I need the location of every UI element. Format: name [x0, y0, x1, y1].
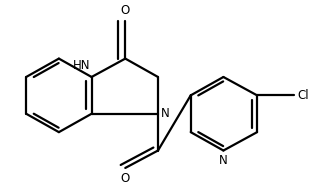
Text: HN: HN: [73, 59, 90, 72]
Text: N: N: [219, 154, 228, 167]
Text: O: O: [121, 172, 130, 185]
Text: O: O: [121, 4, 130, 17]
Text: Cl: Cl: [297, 89, 309, 102]
Text: N: N: [160, 107, 169, 120]
